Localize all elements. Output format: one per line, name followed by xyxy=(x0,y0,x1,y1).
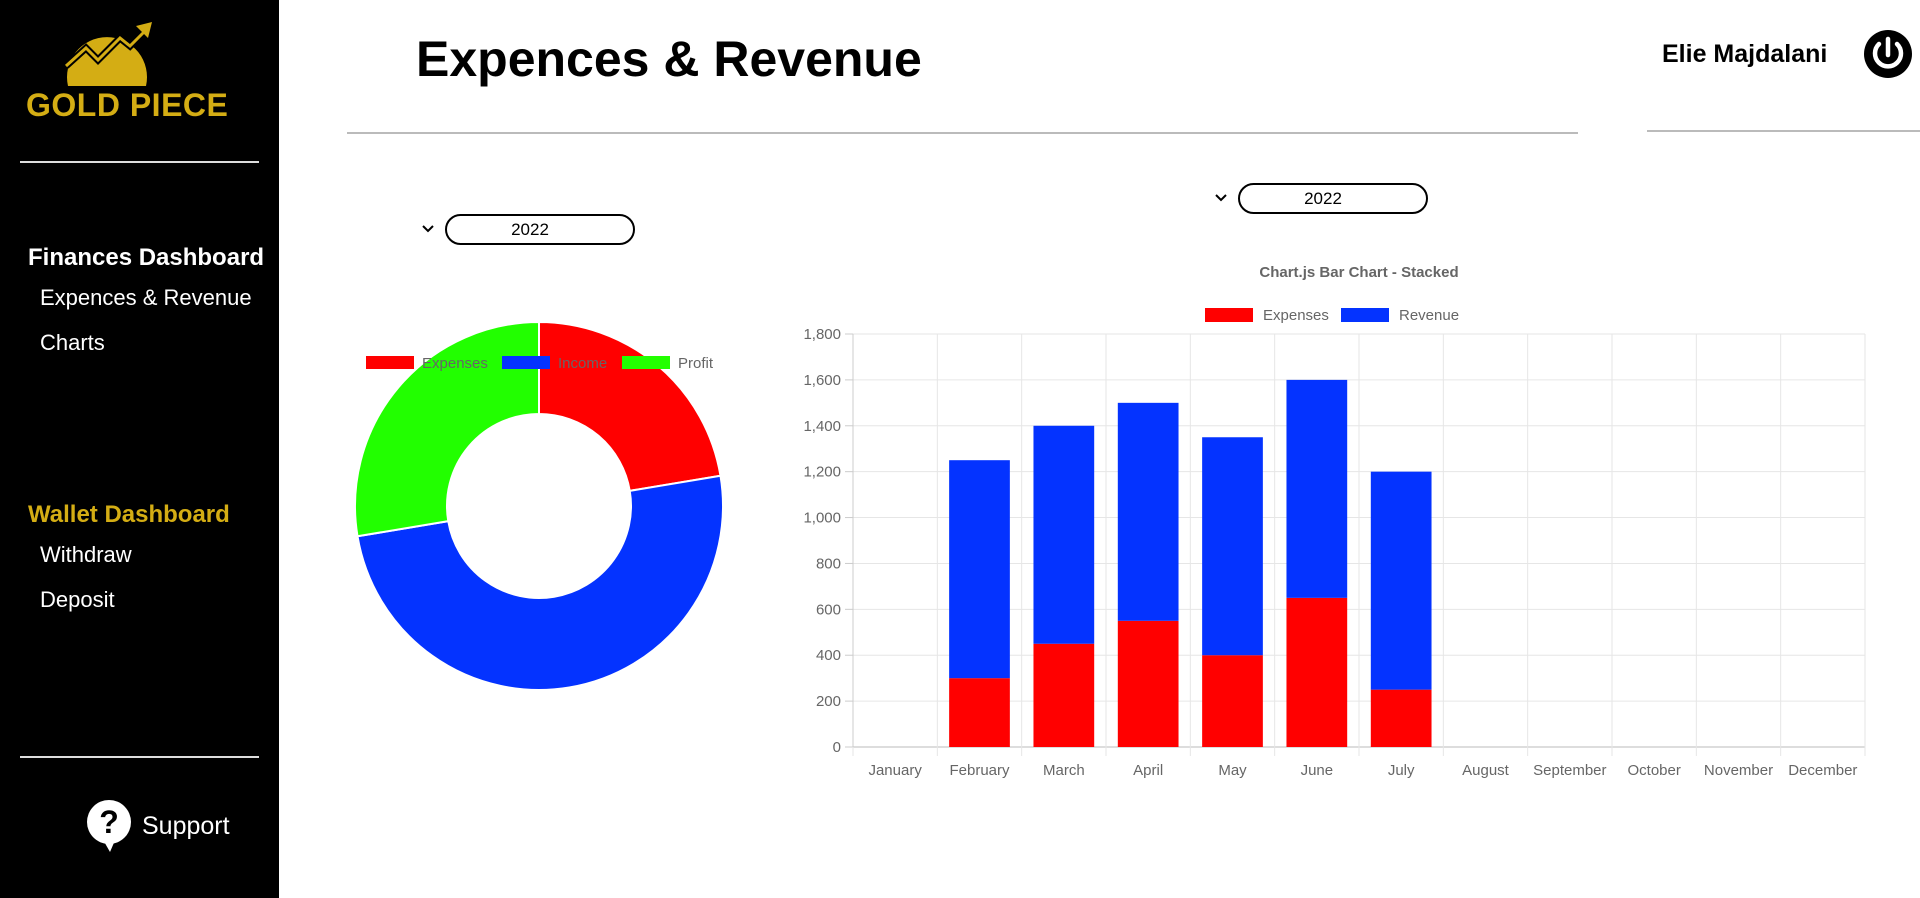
legend-label-expenses: Expenses xyxy=(422,355,488,372)
x-tick-label: January xyxy=(868,762,922,779)
doughnut-slice-profit[interactable] xyxy=(354,320,540,538)
y-tick-label: 0 xyxy=(833,739,841,756)
x-tick-label: December xyxy=(1788,762,1857,779)
support-label: Support xyxy=(142,811,230,840)
x-tick-label: November xyxy=(1704,762,1773,779)
legend-label-income: Income xyxy=(558,355,607,372)
svg-text:?: ? xyxy=(99,804,119,840)
bar-expenses-june[interactable] xyxy=(1286,597,1348,747)
sidebar-item-deposit[interactable]: Deposit xyxy=(40,587,115,612)
legend-swatch-profit[interactable] xyxy=(622,356,670,369)
y-tick-label: 200 xyxy=(816,693,841,710)
support-link[interactable]: ? Support xyxy=(86,800,230,852)
y-tick-label: 400 xyxy=(816,647,841,664)
bar-revenue-july[interactable] xyxy=(1370,471,1432,690)
sidebar-item-expences-revenue[interactable]: Expences & Revenue xyxy=(40,285,252,310)
y-tick-label: 1,400 xyxy=(803,418,841,435)
x-tick-label: September xyxy=(1533,762,1606,779)
logo-text: GOLD PIECE xyxy=(26,87,229,123)
finances-dashboard-title[interactable]: Finances Dashboard xyxy=(28,244,265,271)
bar-revenue-april[interactable] xyxy=(1117,402,1179,621)
bar-revenue-march[interactable] xyxy=(1033,425,1095,644)
legend-swatch-expenses[interactable] xyxy=(1205,308,1253,322)
y-tick-label: 800 xyxy=(816,555,841,572)
legend-label-revenue: Revenue xyxy=(1399,307,1459,324)
user-name: Elie Majdalani xyxy=(1662,40,1828,68)
y-tick-label: 1,800 xyxy=(803,326,841,343)
sidebar: GOLD PIECE Finances Dashboard Expences &… xyxy=(0,0,279,898)
y-tick-label: 1,200 xyxy=(803,464,841,481)
x-tick-label: June xyxy=(1301,762,1334,779)
x-tick-label: May xyxy=(1218,762,1247,779)
sidebar-item-charts[interactable]: Charts xyxy=(40,330,105,355)
x-tick-label: February xyxy=(949,762,1010,779)
x-tick-label: March xyxy=(1043,762,1085,779)
legend-swatch-income[interactable] xyxy=(502,356,550,369)
gold-coin-chart-icon xyxy=(64,22,152,86)
sidebar-divider-top xyxy=(20,161,259,163)
doughnut-year-select[interactable]: 2022 xyxy=(445,214,635,245)
logo[interactable]: GOLD PIECE xyxy=(26,22,236,123)
wallet-dashboard-title[interactable]: Wallet Dashboard xyxy=(28,501,230,528)
x-tick-label: August xyxy=(1462,762,1510,779)
bar-expenses-may[interactable] xyxy=(1202,655,1263,747)
doughnut-slice-expenses[interactable] xyxy=(538,320,722,493)
legend-label-expenses: Expenses xyxy=(1263,307,1329,324)
y-tick-label: 1,600 xyxy=(803,372,841,389)
question-bubble-icon: ? xyxy=(87,800,131,852)
y-tick-label: 600 xyxy=(816,601,841,618)
bar-year-select[interactable]: 2022 xyxy=(1238,183,1428,214)
x-tick-label: October xyxy=(1627,762,1680,779)
bar-revenue-june[interactable] xyxy=(1286,379,1348,598)
page-title: Expences & Revenue xyxy=(416,31,922,87)
power-icon[interactable] xyxy=(1862,28,1914,80)
doughnut-slice-income[interactable] xyxy=(356,474,724,691)
sidebar-divider-bottom xyxy=(20,756,259,758)
legend-swatch-expenses[interactable] xyxy=(366,356,414,369)
header-divider-right xyxy=(1647,130,1920,132)
bar-expenses-february[interactable] xyxy=(949,678,1010,747)
x-tick-label: April xyxy=(1133,762,1163,779)
y-tick-label: 1,000 xyxy=(803,510,841,527)
bar-expenses-march[interactable] xyxy=(1033,643,1095,747)
bar-expenses-july[interactable] xyxy=(1370,689,1432,747)
header-divider xyxy=(347,132,1578,134)
legend-swatch-revenue[interactable] xyxy=(1341,308,1389,322)
legend-label-profit: Profit xyxy=(678,355,714,372)
bar-revenue-may[interactable] xyxy=(1202,437,1263,656)
x-tick-label: July xyxy=(1388,762,1415,779)
bar-revenue-february[interactable] xyxy=(949,460,1010,679)
bar-expenses-april[interactable] xyxy=(1117,620,1179,747)
sidebar-item-withdraw[interactable]: Withdraw xyxy=(40,542,132,567)
bar-chart-title: Chart.js Bar Chart - Stacked xyxy=(1259,264,1458,281)
